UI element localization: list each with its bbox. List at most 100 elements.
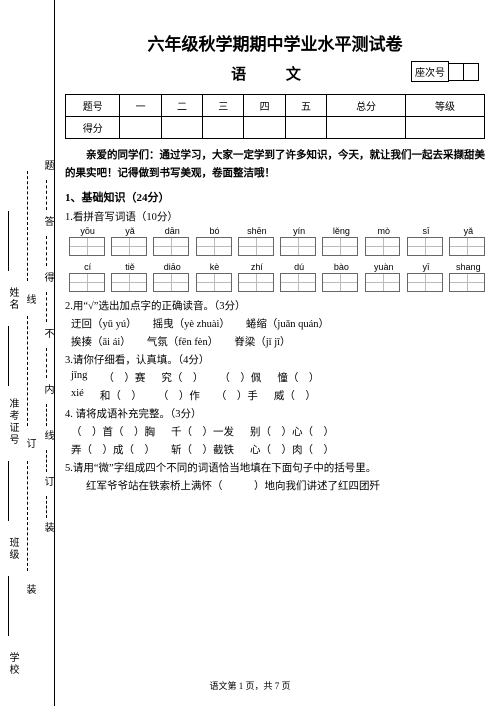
score-cell[interactable] <box>120 117 161 139</box>
tianzige-cell[interactable] <box>322 273 358 292</box>
seat-label: 座次号 <box>411 61 449 82</box>
score-header: 一 <box>120 95 161 117</box>
tianzige-cell[interactable] <box>322 237 358 256</box>
q3-key: jīng <box>71 370 87 385</box>
tianzige-cell[interactable] <box>153 237 189 256</box>
rule-8: 装 <box>40 522 55 534</box>
rule-5: 内 <box>40 384 55 396</box>
q2-row1: 迂回（yū yú） 摇曳（yè zhuài） 蜷缩（juǎn quán） <box>65 316 485 331</box>
section-1-title: 1、基础知识（24分） <box>65 189 485 205</box>
tianzige-cell[interactable] <box>238 273 274 292</box>
score-header: 五 <box>285 95 326 117</box>
q3-item: 威（ ） <box>274 388 316 403</box>
q3-item: 究（ ） <box>161 370 203 385</box>
page-footer: 语文第 1 页，共 7 页 <box>0 679 500 692</box>
q2-item: 气氛（fēn fèn） <box>147 334 218 349</box>
tianzige-cell[interactable] <box>365 237 401 256</box>
score-cell[interactable] <box>203 117 244 139</box>
tianzige-cell[interactable] <box>280 273 316 292</box>
q3-item: （ ）赛 <box>103 370 145 385</box>
score-header: 三 <box>203 95 244 117</box>
label-class: 班级 <box>5 537 20 561</box>
tianzige-cell[interactable] <box>111 237 147 256</box>
main-content: 六年级秋学期期中学业水平测试卷 语 文 座次号 题号 一 二 三 四 五 总分 … <box>65 30 485 497</box>
rule-7: 订 <box>40 476 55 488</box>
rule-1: 题 <box>40 160 55 172</box>
score-header: 等级 <box>406 95 485 117</box>
tianzige-cell[interactable] <box>196 273 232 292</box>
q3-item: 憧（ ） <box>277 370 319 385</box>
q3-row1: jīng （ ）赛 究（ ） （ ）佩 憧（ ） <box>65 370 485 385</box>
score-cell[interactable] <box>285 117 326 139</box>
pinyin: yuàn <box>367 262 400 272</box>
tianzige-cell[interactable] <box>407 273 443 292</box>
rule-6: 线 <box>40 430 55 442</box>
q4-item: 弄（ ）成（ ） <box>71 442 155 457</box>
pinyin: mò <box>367 226 400 236</box>
tianzige-cell[interactable] <box>69 237 105 256</box>
intro-text: 亲爱的同学们：通过学习，大家一定学到了许多知识，今天，就让我们一起去采撷甜美的果… <box>65 147 485 183</box>
q2-item: 摇曳（yè zhuài） <box>153 316 230 331</box>
rule-2: 答 <box>40 216 55 228</box>
tianzige-cell[interactable] <box>196 237 232 256</box>
pinyin: shēn <box>240 226 273 236</box>
q2-item: 挨揍（āi ái） <box>71 334 131 349</box>
tianzige-cell[interactable] <box>365 273 401 292</box>
seat-box: 座次号 <box>411 61 479 82</box>
q4-text: 4. 请将成语补充完整。（3分） <box>65 406 485 421</box>
tianzige-cell[interactable] <box>280 237 316 256</box>
pinyin: tiě <box>113 262 146 272</box>
score-header: 总分 <box>327 95 406 117</box>
pinyin: lěng <box>325 226 358 236</box>
q3-key: xié <box>71 388 84 403</box>
pinyin: zhí <box>240 262 273 272</box>
q4-item: 斩（ ）截铁 <box>171 442 234 457</box>
score-header: 四 <box>244 95 285 117</box>
q3-item: （ ）作 <box>158 388 200 403</box>
tianzige-row <box>65 237 485 256</box>
subject: 语 文 <box>231 67 319 83</box>
q3-row2: xié 和（ ） （ ）作 （ ）手 威（ ） <box>65 388 485 403</box>
score-row-label: 得分 <box>66 117 120 139</box>
marker-ding: 订 <box>22 438 37 450</box>
binding-sidebar: 学校 班级 准考证号 姓名 装 订 线 题 答 得 不 内 线 订 装 <box>0 0 55 706</box>
q4-item: （ ）首（ ）胸 <box>71 424 155 439</box>
pinyin: yǎ <box>113 226 146 236</box>
tianzige-cell[interactable] <box>407 237 443 256</box>
score-cell[interactable] <box>327 117 406 139</box>
score-cell[interactable] <box>244 117 285 139</box>
pinyin-row-2: cí tiě diāo kè zhí dú bào yuàn yī shang <box>65 262 485 272</box>
marker-xian: 线 <box>22 294 37 306</box>
pinyin: bó <box>198 226 231 236</box>
tianzige-cell[interactable] <box>69 273 105 292</box>
tianzige-cell[interactable] <box>111 273 147 292</box>
q3-item: （ ）佩 <box>219 370 261 385</box>
tianzige-cell[interactable] <box>153 273 189 292</box>
score-cell[interactable] <box>161 117 202 139</box>
q2-item: 迂回（yū yú） <box>71 316 137 331</box>
q3-text: 3.请你仔细看，认真填。（4分） <box>65 352 485 367</box>
seat-cell[interactable] <box>449 63 464 81</box>
pinyin: cí <box>71 262 104 272</box>
tianzige-cell[interactable] <box>238 237 274 256</box>
tianzige-row <box>65 273 485 292</box>
pinyin: bào <box>325 262 358 272</box>
tianzige-cell[interactable] <box>449 273 485 292</box>
seat-cell[interactable] <box>464 63 479 81</box>
tianzige-cell[interactable] <box>449 237 485 256</box>
score-header: 二 <box>161 95 202 117</box>
pinyin: yī <box>409 262 442 272</box>
q2-row2: 挨揍（āi ái） 气氛（fēn fèn） 脊梁（jǐ jī） <box>65 334 485 349</box>
q3-item: 和（ ） <box>100 388 142 403</box>
score-cell[interactable] <box>406 117 485 139</box>
label-school: 学校 <box>5 652 20 676</box>
pinyin: sī <box>409 226 442 236</box>
q4-item: 心（ ）肉（ ） <box>250 442 334 457</box>
subtitle-row: 语 文 座次号 <box>65 63 485 84</box>
pinyin: shang <box>452 262 485 272</box>
rule-4: 不 <box>40 328 55 340</box>
pinyin: dú <box>282 262 315 272</box>
pinyin: yín <box>282 226 315 236</box>
label-name: 姓名 <box>5 287 20 311</box>
q1-text: 1.看拼音写词语（10分） <box>65 209 485 224</box>
